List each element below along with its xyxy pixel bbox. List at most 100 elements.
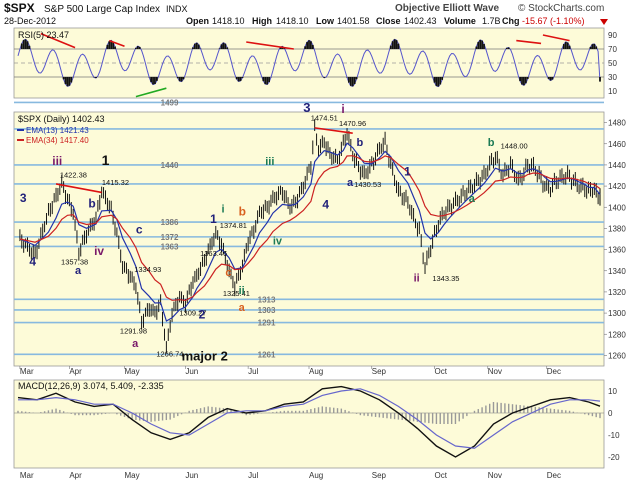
- wave-label: 2: [199, 307, 206, 321]
- price-annotation: 1474.51: [311, 113, 338, 122]
- wave-label: b: [88, 196, 95, 210]
- ohlc-line: Open 1418.10 High 1418.10 Low 1401.58 Cl…: [186, 16, 585, 26]
- svg-text:1402.43: 1402.43: [404, 16, 437, 26]
- level-label: 1261: [258, 350, 276, 359]
- rsi-tick-label: 90: [608, 31, 617, 40]
- level-label: 1291: [258, 319, 276, 328]
- x-tick-label: Mar: [20, 471, 34, 480]
- price-annotation: 1422.38: [60, 171, 87, 180]
- wave-label: major 2: [182, 349, 228, 364]
- svg-text:Low: Low: [316, 16, 335, 26]
- index-name: S&P 500 Large Cap Index: [44, 4, 160, 15]
- wave-label: a: [347, 177, 354, 189]
- price-annotation: 1309.27: [179, 308, 206, 317]
- wave-label: a: [132, 338, 139, 350]
- price-tick-label: 1360: [608, 246, 626, 255]
- macd-tick-label: -20: [608, 453, 620, 462]
- level-label: 1499: [161, 98, 179, 107]
- price-tick-label: 1420: [608, 182, 626, 191]
- price-tick-label: 1320: [608, 288, 626, 297]
- price-panel: [13, 111, 605, 367]
- x-tick-label: Dec: [547, 367, 561, 376]
- rsi-tick-label: 50: [608, 59, 617, 68]
- x-tick-label: Sep: [372, 367, 387, 376]
- price-annotation: 1430.53: [354, 180, 381, 189]
- rsi-tick-label: 30: [608, 73, 617, 82]
- svg-text:Close: Close: [376, 16, 401, 26]
- x-tick-label: Jul: [248, 471, 258, 480]
- macd-panel: [13, 379, 605, 469]
- wave-label: i: [222, 204, 225, 216]
- svg-text:1.7B: 1.7B: [482, 16, 501, 26]
- macd-tick-label: -10: [608, 431, 620, 440]
- price-annotation: 1325.41: [223, 289, 250, 298]
- svg-text:1418.10: 1418.10: [212, 16, 245, 26]
- svg-text:Open: Open: [186, 16, 209, 26]
- level-label: 1313: [258, 295, 276, 304]
- price-tick-label: 1340: [608, 267, 626, 276]
- price-title: $SPX (Daily) 1402.43: [18, 114, 105, 124]
- macd-title: MACD(12,26,9) 3.074, 5.409, -2.335: [18, 381, 164, 391]
- wave-label: 4: [29, 254, 36, 268]
- ema13-line: [19, 142, 601, 322]
- x-tick-label: Nov: [488, 367, 502, 376]
- x-tick-label: Jun: [185, 367, 198, 376]
- macd-layer: 10 0 -10 -20 Mar Apr May Jun Jul Aug Sep Oct Nov Dec: [14, 385, 620, 480]
- wave-label: b: [239, 205, 246, 219]
- level-label: 1440: [161, 161, 179, 170]
- wave-label: 3: [303, 100, 310, 115]
- x-tick-label: Dec: [547, 471, 561, 480]
- wave-label: 3: [20, 191, 27, 205]
- watermark: © StockCharts.com: [518, 3, 604, 14]
- ema34-line: [19, 155, 601, 302]
- price-tick-label: 1380: [608, 224, 626, 233]
- x-tick-label: Aug: [309, 471, 323, 480]
- wave-label: a: [469, 193, 476, 205]
- rsi-title: RSI(5) 23.47: [18, 30, 69, 40]
- rsi-tick-label: 10: [608, 87, 617, 96]
- ema13-legend: EMA(13) 1421.43: [26, 126, 89, 135]
- price-annotation: 1448.00: [501, 141, 528, 150]
- price-annotation: 1266.74: [156, 349, 183, 358]
- x-tick-label: May: [125, 367, 140, 376]
- wave-label: i: [341, 102, 344, 116]
- date-label: 28-Dec-2012: [4, 16, 56, 26]
- price-tick-label: 1400: [608, 203, 626, 212]
- price-tick-label: 1300: [608, 309, 626, 318]
- svg-text:Volume: Volume: [444, 16, 476, 26]
- x-tick-label: Apr: [69, 367, 82, 376]
- ema34-legend: EMA(34) 1417.40: [26, 136, 89, 145]
- price-layer: 1260 1280 1300 1320 1340 1360 1380 1400 1420 1440…: [14, 98, 626, 376]
- price-tick-label: 1460: [608, 140, 626, 149]
- x-tick-label: May: [125, 471, 140, 480]
- price-tick-label: 1260: [608, 351, 626, 360]
- x-tick-label: Aug: [309, 367, 323, 376]
- wave-label: iii: [52, 154, 62, 168]
- price-annotation: 1363.46: [200, 249, 227, 258]
- price-tick-label: 1440: [608, 161, 626, 170]
- svg-text:1401.58: 1401.58: [337, 16, 370, 26]
- macd-signal-line: [18, 388, 601, 449]
- price-annotation: 1343.35: [432, 274, 459, 283]
- wave-label: iv: [273, 235, 283, 247]
- x-tick-label: Sep: [372, 471, 387, 480]
- wave-label: 1: [404, 165, 411, 179]
- rsi-resistance-line: [109, 39, 125, 47]
- price-annotation: 1470.96: [339, 119, 366, 128]
- x-tick-label: Mar: [20, 367, 34, 376]
- price-annotation: 1415.32: [102, 178, 129, 187]
- rsi-support-line: [135, 87, 167, 98]
- price-annotation: 1357.38: [61, 257, 88, 266]
- wave-label: b: [488, 137, 495, 149]
- price-annotation: 1334.93: [134, 265, 161, 274]
- wave-label: 1: [102, 152, 110, 168]
- x-tick-label: Oct: [435, 367, 448, 376]
- price-tick-label: 1280: [608, 330, 626, 339]
- svg-text:High: High: [252, 16, 272, 26]
- level-label: 1363: [161, 242, 179, 251]
- wave-label: a: [75, 265, 82, 277]
- wave-label: 4: [322, 197, 329, 211]
- svg-text:-15.67 (-1.10%): -15.67 (-1.10%): [522, 16, 585, 26]
- rsi-layer: 10 30 50 70 90: [14, 31, 617, 98]
